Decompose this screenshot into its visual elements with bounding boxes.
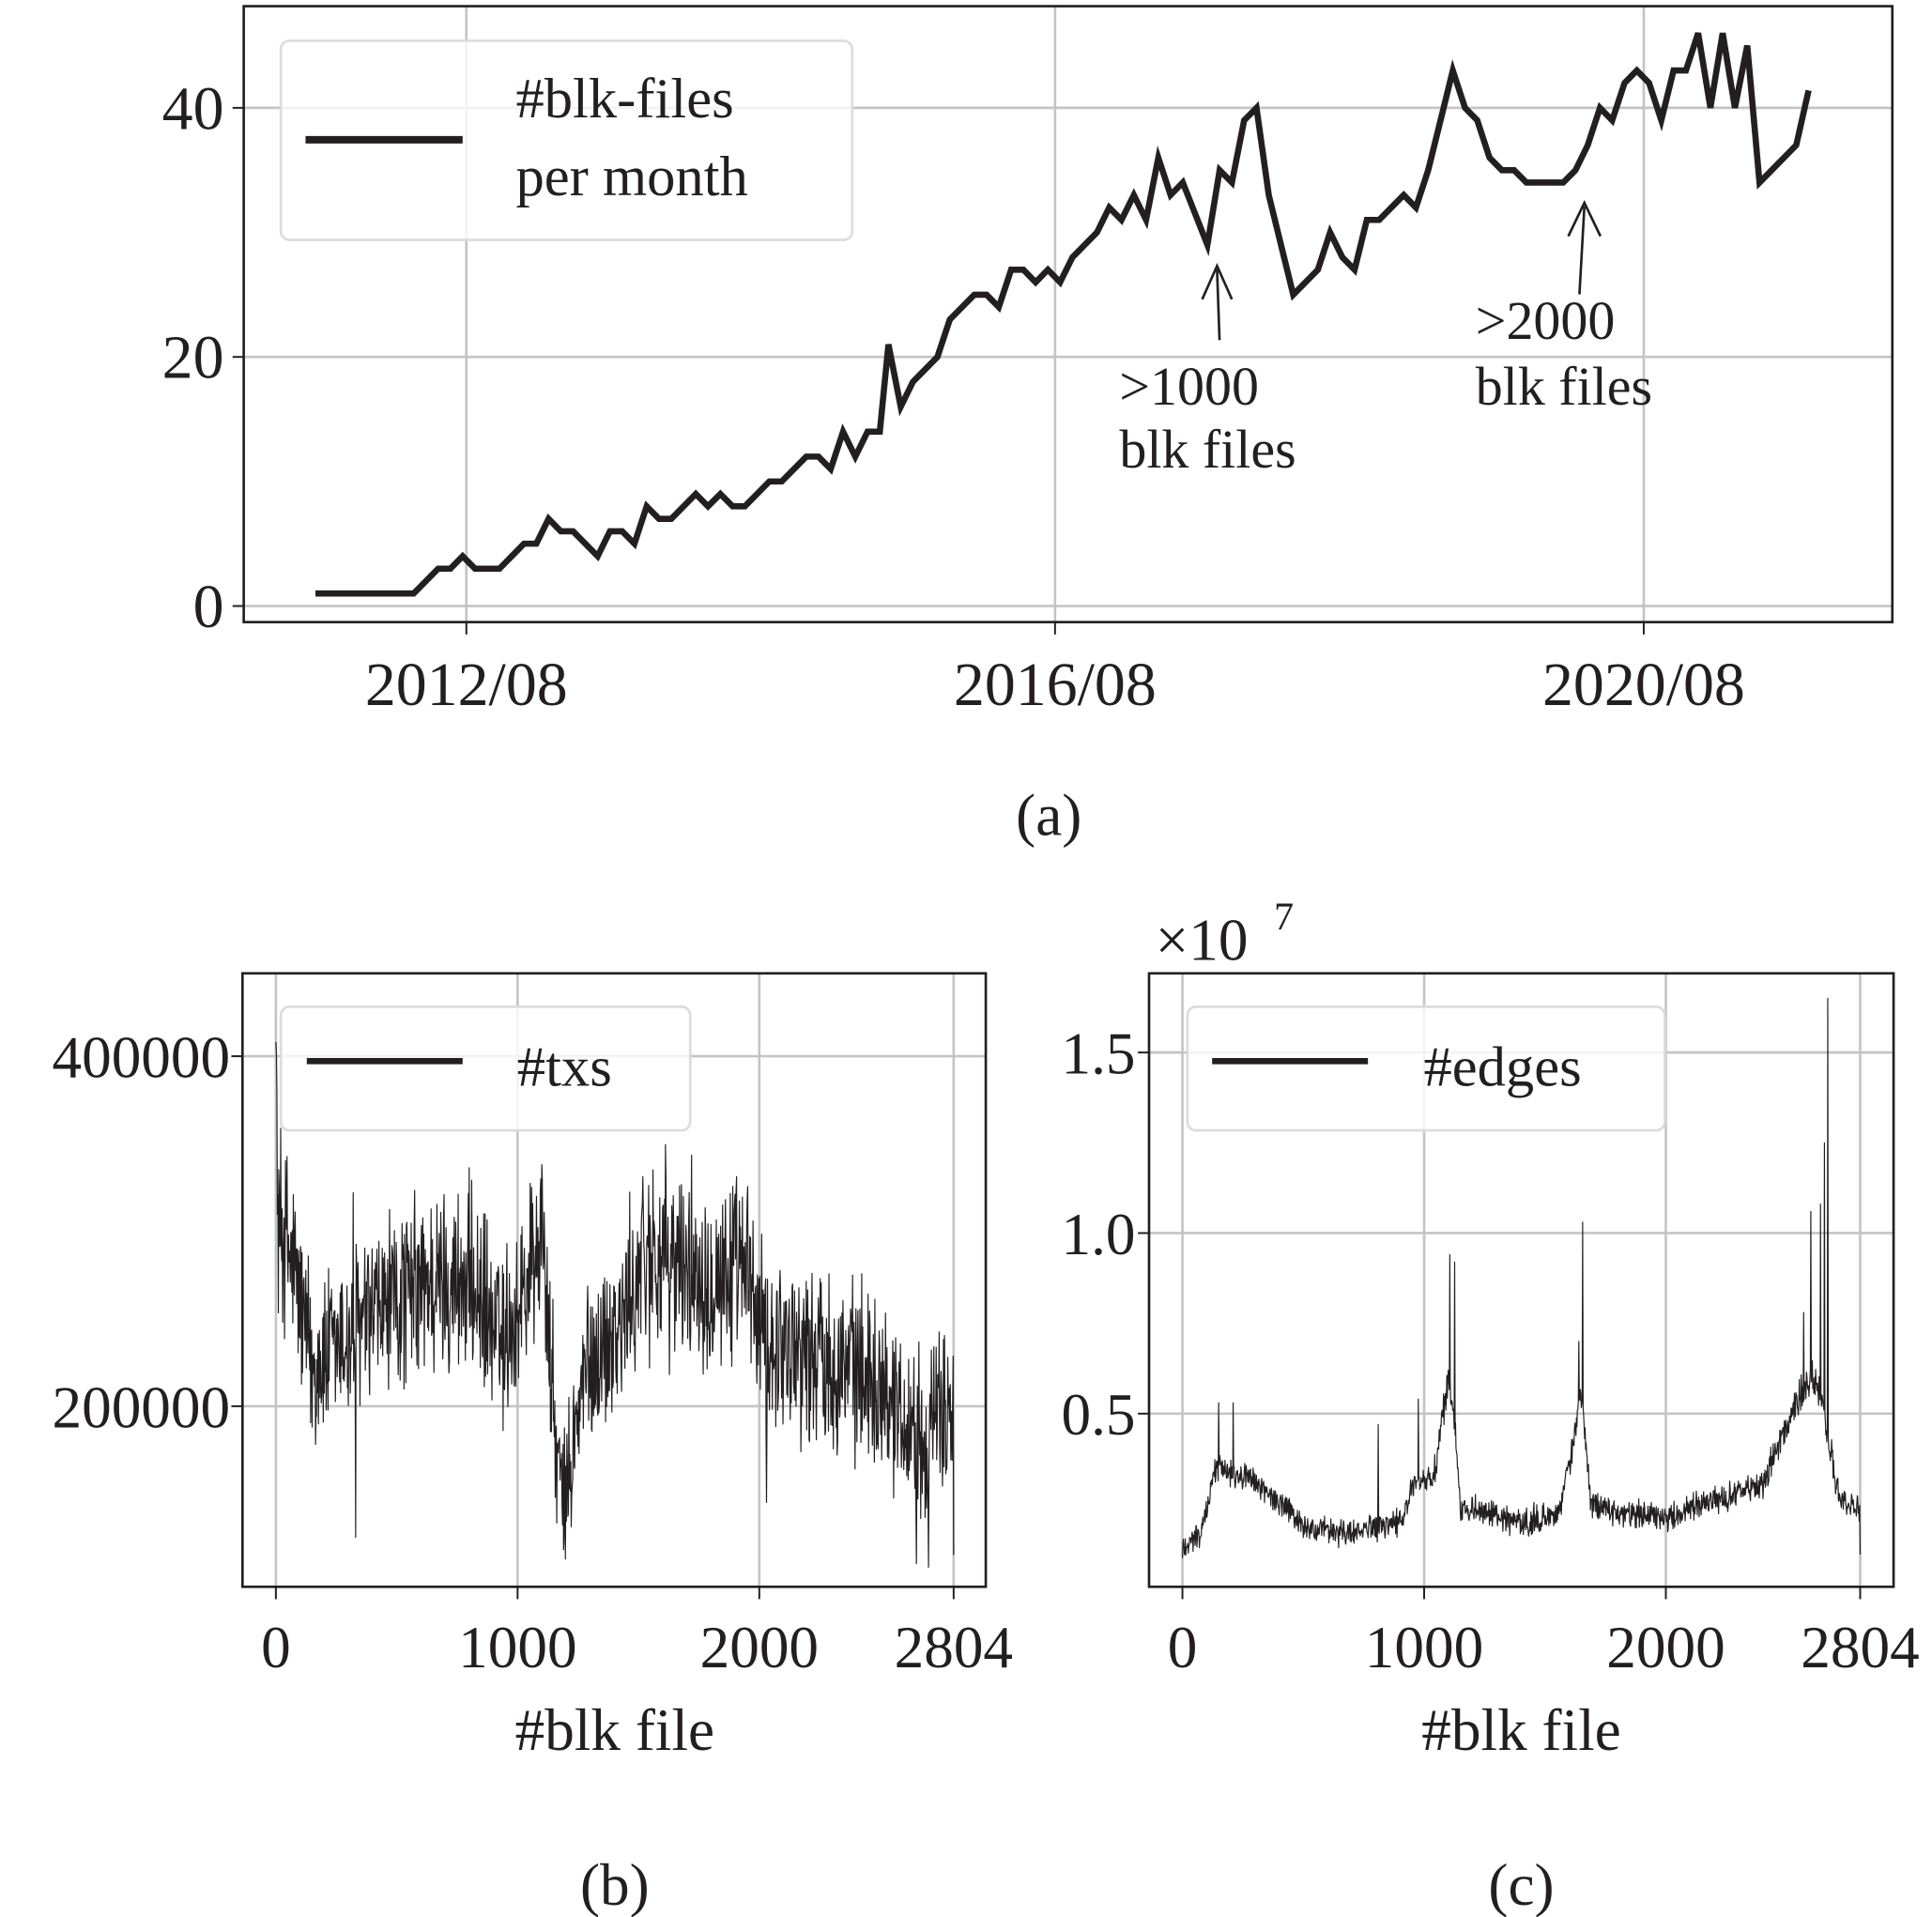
xtick-label: 2000	[1606, 1615, 1725, 1680]
chart-b-xlabel: #blk file	[515, 1697, 714, 1763]
xtick-label: 0	[1168, 1615, 1198, 1680]
chart-c-legend: #edges	[1186, 1005, 1666, 1132]
chart-b-legend: #txs	[279, 1005, 692, 1132]
legend-label-line2: per month	[515, 146, 747, 208]
xtick-label: 2000	[700, 1615, 819, 1680]
arrow-head-icon	[1567, 200, 1602, 238]
xtick-label: 2804	[1801, 1615, 1919, 1680]
ytick-label: 1.0	[1061, 1202, 1135, 1267]
chart-a-monthly-blk-files: 0 20 40 2012/08 2016/08 2020/08 #blk-files pe…	[162, 5, 1894, 848]
legend-label: #edges	[1423, 1036, 1581, 1099]
chart-c-xlabel: #blk file	[1421, 1697, 1620, 1763]
chart-c-axes-frame	[1147, 972, 1895, 1588]
y-multiplier-exponent: 7	[1274, 896, 1294, 940]
arrow-head-icon	[1201, 263, 1234, 300]
chart-a-ticks: 0 20 40 2012/08 2016/08 2020/08	[162, 74, 1745, 719]
chart-b-axes-frame	[240, 972, 988, 1588]
xtick-label: 2020/08	[1542, 651, 1745, 719]
chart-c-edges-per-blk-file: 0.5 1.0 1.5 0 1000 2000 2804 ×10 7 #edges #blk…	[1061, 896, 1919, 1917]
arrow-up-icon	[1216, 269, 1221, 341]
ytick-label: 1.5	[1061, 1021, 1135, 1087]
annotation-text-line1: >1000	[1119, 356, 1259, 417]
xtick-label: 0	[261, 1615, 291, 1680]
annotation-2000-blk-files: >2000 blk files	[1476, 200, 1652, 417]
chart-c-ticks: 0.5 1.0 1.5 0 1000 2000 2804	[1061, 1021, 1919, 1680]
chart-c-data-line	[1181, 997, 1862, 1558]
chart-b-caption: (b)	[580, 1852, 650, 1917]
chart-b-data-line	[275, 1041, 955, 1569]
annotation-text-line2: blk files	[1476, 356, 1652, 417]
chart-c-y-multiplier: ×10 7	[1156, 896, 1295, 974]
chart-b-ticks: 200000 400000 0 1000 2000 2804	[52, 1024, 1013, 1679]
ytick-label: 200000	[52, 1374, 230, 1440]
ytick-label: 40	[162, 74, 224, 143]
chart-c-caption: (c)	[1488, 1852, 1554, 1917]
annotation-1000-blk-files: >1000 blk files	[1119, 263, 1296, 480]
xtick-label: 1000	[458, 1615, 576, 1680]
xtick-label: 2012/08	[365, 651, 568, 719]
legend-label: #txs	[517, 1036, 612, 1099]
arrow-up-icon	[1578, 206, 1587, 295]
annotation-text-line2: blk files	[1119, 419, 1296, 480]
chart-a-caption: (a)	[1016, 782, 1081, 848]
annotation-text-line1: >2000	[1476, 290, 1616, 351]
xtick-label: 2016/08	[954, 651, 1157, 719]
chart-a-axes-frame	[242, 5, 1894, 623]
xtick-label: 2804	[895, 1615, 1013, 1680]
chart-a-legend: #blk-files per month	[279, 39, 854, 241]
xtick-label: 1000	[1365, 1615, 1483, 1680]
ytick-label: 0.5	[1061, 1382, 1135, 1448]
ytick-label: 400000	[52, 1024, 230, 1090]
chart-a-data-line	[315, 32, 1812, 597]
ytick-label: 20	[162, 324, 224, 392]
ytick-label: 0	[193, 573, 224, 641]
y-multiplier-label: ×10	[1156, 907, 1249, 973]
chart-b-txs-per-blk-file: 200000 400000 0 1000 2000 2804 #txs #blk file…	[52, 972, 1013, 1917]
legend-label-line1: #blk-files	[515, 68, 733, 130]
